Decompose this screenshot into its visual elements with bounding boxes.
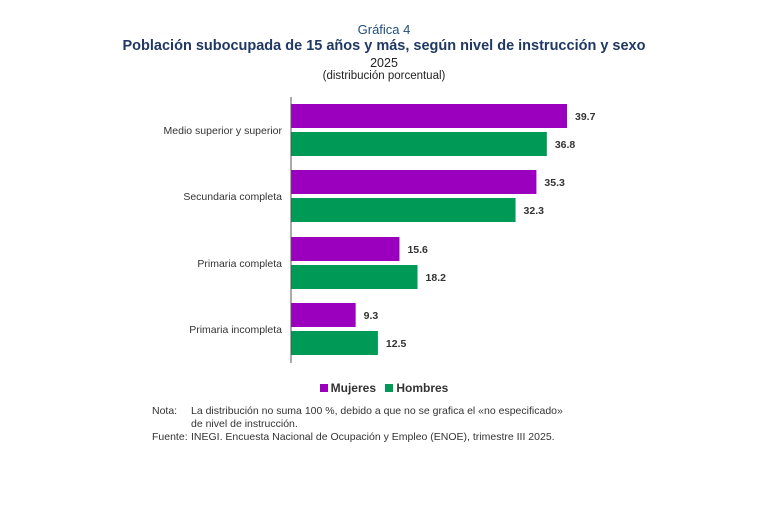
category-label-primaria-incompleta: Primaria incompleta xyxy=(189,324,282,336)
bar-hombres-primaria-incompleta xyxy=(291,331,378,355)
legend-swatch-hombres xyxy=(385,384,394,392)
data-label-hombres-secundaria-completa: 32.3 xyxy=(524,205,545,217)
chart-title: Población subocupada de 15 años y más, s… xyxy=(122,38,646,54)
data-label-mujeres-medio-superior-y-superior: 39.7 xyxy=(575,111,596,123)
legend-swatch-mujeres xyxy=(319,384,328,392)
source-line: Fuente: INEGI. Encuesta Nacional de Ocupa… xyxy=(152,431,555,443)
data-label-mujeres-primaria-incompleta: 9.3 xyxy=(364,310,379,322)
bar-mujeres-primaria-incompleta xyxy=(291,303,356,327)
bar-chart: Medio superior y superior 39.7 36.8 Secunda… xyxy=(164,97,596,363)
note-text-1: La distribución no suma 100 %, debido a … xyxy=(191,405,563,417)
bar-hombres-secundaria-completa xyxy=(291,198,516,222)
data-label-hombres-primaria-completa: 18.2 xyxy=(426,272,447,284)
bar-mujeres-primaria-completa xyxy=(291,237,400,261)
note-text-2: de nivel de instrucción. xyxy=(191,418,298,430)
bar-mujeres-medio-superior-y-superior xyxy=(291,104,567,128)
note-label: Nota: xyxy=(152,405,178,417)
source-label: Fuente: xyxy=(152,431,188,443)
data-label-mujeres-secundaria-completa: 35.3 xyxy=(544,177,565,189)
chart-number: Gráfica 4 xyxy=(357,22,411,37)
chart-units: (distribución porcentual) xyxy=(322,70,446,82)
category-label-primaria-completa: Primaria completa xyxy=(197,258,282,270)
bar-mujeres-secundaria-completa xyxy=(291,170,537,194)
legend-item-mujeres: Mujeres xyxy=(319,381,376,395)
legend-item-hombres: Hombres xyxy=(385,381,448,395)
bar-hombres-primaria-completa xyxy=(291,265,418,289)
category-label-secundaria-completa: Secundaria completa xyxy=(183,191,282,203)
source-text: INEGI. Encuesta Nacional de Ocupación y … xyxy=(191,431,555,443)
legend-label-mujeres: Mujeres xyxy=(330,381,376,395)
category-label-medio-superior-y-superior: Medio superior y superior xyxy=(164,125,283,137)
data-label-hombres-primaria-incompleta: 12.5 xyxy=(386,338,407,350)
bar-hombres-medio-superior-y-superior xyxy=(291,132,547,156)
chart-year: 2025 xyxy=(370,56,398,70)
note-line-1: Nota: La distribución no suma 100 %, debi… xyxy=(152,405,563,417)
legend-label-hombres: Hombres xyxy=(396,381,449,395)
legend: Mujeres Hombres xyxy=(0,381,768,395)
data-label-mujeres-primaria-completa: 15.6 xyxy=(407,244,428,256)
data-label-hombres-medio-superior-y-superior: 36.8 xyxy=(555,139,576,151)
